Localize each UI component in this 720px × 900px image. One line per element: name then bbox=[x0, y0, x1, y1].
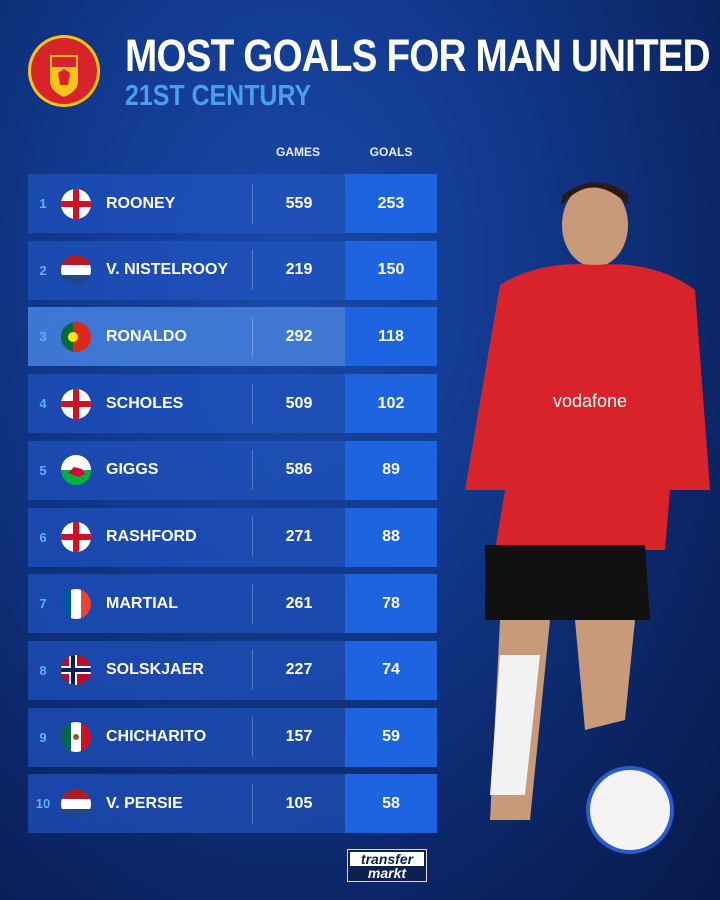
goals-value: 150 bbox=[345, 240, 437, 300]
column-header-games: GAMES bbox=[275, 145, 320, 159]
rank: 2 bbox=[39, 262, 47, 278]
goals-value: 74 bbox=[345, 640, 437, 700]
divider bbox=[252, 783, 253, 824]
brand-text-bottom: markt bbox=[367, 865, 407, 881]
england-flag-icon bbox=[61, 522, 91, 552]
transfermarkt-logo: transfer markt bbox=[347, 849, 427, 882]
goals-value: 89 bbox=[345, 440, 437, 500]
goals-value: 118 bbox=[345, 307, 437, 367]
games-value: 157 bbox=[285, 728, 313, 746]
goals-value: 102 bbox=[345, 374, 437, 434]
mexico-flag-icon bbox=[61, 722, 91, 753]
france-flag-icon bbox=[61, 588, 91, 619]
table-row: 8 SOLSKJAER 227 74 bbox=[28, 640, 437, 700]
games-value: 227 bbox=[285, 661, 313, 679]
divider bbox=[252, 717, 253, 758]
games-value: 292 bbox=[285, 327, 313, 345]
player-name: V. PERSIE bbox=[106, 794, 183, 812]
goals-value: 78 bbox=[345, 574, 437, 634]
rank: 1 bbox=[39, 196, 47, 211]
rank: 7 bbox=[39, 596, 47, 612]
rank: 8 bbox=[39, 662, 47, 678]
man-united-crest-logo bbox=[28, 35, 100, 107]
netherlands-flag-icon bbox=[61, 255, 91, 286]
table-row: 5 GIGGS 586 89 bbox=[28, 440, 437, 500]
table-row: 3 RONALDO 292 118 bbox=[28, 307, 437, 367]
divider bbox=[252, 383, 253, 424]
goals-value: 59 bbox=[345, 707, 437, 767]
divider bbox=[252, 316, 253, 357]
divider bbox=[252, 183, 253, 224]
england-flag-icon bbox=[61, 188, 91, 219]
divider bbox=[252, 517, 253, 557]
player-photo: vodafone bbox=[465, 182, 710, 854]
table-row: 4 SCHOLES 509 102 bbox=[28, 374, 437, 434]
table-row: 10 V. PERSIE 105 58 bbox=[28, 774, 437, 834]
games-value: 105 bbox=[285, 794, 313, 812]
rank: 5 bbox=[39, 462, 47, 478]
england-flag-icon bbox=[61, 388, 91, 419]
goals-value: 88 bbox=[345, 507, 437, 567]
divider bbox=[252, 583, 253, 624]
table-row: 7 MARTIAL 261 78 bbox=[28, 574, 437, 634]
player-name: CHICHARITO bbox=[106, 728, 207, 746]
svg-text:vodafone: vodafone bbox=[553, 391, 627, 411]
table-row: 9 CHICHARITO 157 59 bbox=[28, 707, 437, 767]
player-name: RASHFORD bbox=[106, 528, 197, 545]
rank: 9 bbox=[39, 729, 47, 745]
games-value: 509 bbox=[285, 394, 313, 412]
table-row: 6 RASHFORD 271 88 bbox=[28, 507, 437, 567]
netherlands-flag-icon bbox=[61, 788, 91, 819]
rank: 3 bbox=[39, 329, 47, 345]
brand-text-top: transfer bbox=[350, 852, 424, 866]
portugal-flag-icon bbox=[61, 321, 91, 352]
goals-value: 253 bbox=[345, 174, 437, 233]
player-name: ROONEY bbox=[106, 194, 176, 212]
column-header-goals: GOALS bbox=[369, 145, 413, 159]
player-name: GIGGS bbox=[106, 461, 159, 479]
rank: 6 bbox=[39, 529, 47, 545]
player-name: SOLSKJAER bbox=[106, 661, 204, 679]
page-subtitle: 21ST CENTURY bbox=[125, 80, 312, 112]
rank: 4 bbox=[39, 396, 47, 412]
page-title: MOST GOALS FOR MAN UNITED bbox=[125, 30, 711, 81]
divider bbox=[252, 450, 253, 491]
table-row: 2 V. NISTELROOY 219 150 bbox=[28, 240, 437, 300]
wales-flag-icon bbox=[61, 455, 91, 486]
player-name: SCHOLES bbox=[106, 394, 184, 412]
games-value: 219 bbox=[285, 261, 313, 279]
table-row: 1 ROONEY 559 253 bbox=[28, 174, 437, 233]
player-name: RONALDO bbox=[106, 327, 187, 345]
divider bbox=[252, 250, 253, 291]
player-name: MARTIAL bbox=[106, 594, 178, 612]
player-name: V. NISTELROOY bbox=[106, 261, 229, 279]
norway-flag-icon bbox=[61, 655, 91, 686]
games-value: 586 bbox=[285, 461, 313, 479]
goals-value: 58 bbox=[345, 774, 437, 834]
rank: 10 bbox=[35, 796, 51, 812]
games-value: 271 bbox=[285, 528, 313, 545]
divider bbox=[252, 650, 253, 691]
games-value: 559 bbox=[285, 194, 313, 212]
games-value: 261 bbox=[285, 594, 313, 612]
